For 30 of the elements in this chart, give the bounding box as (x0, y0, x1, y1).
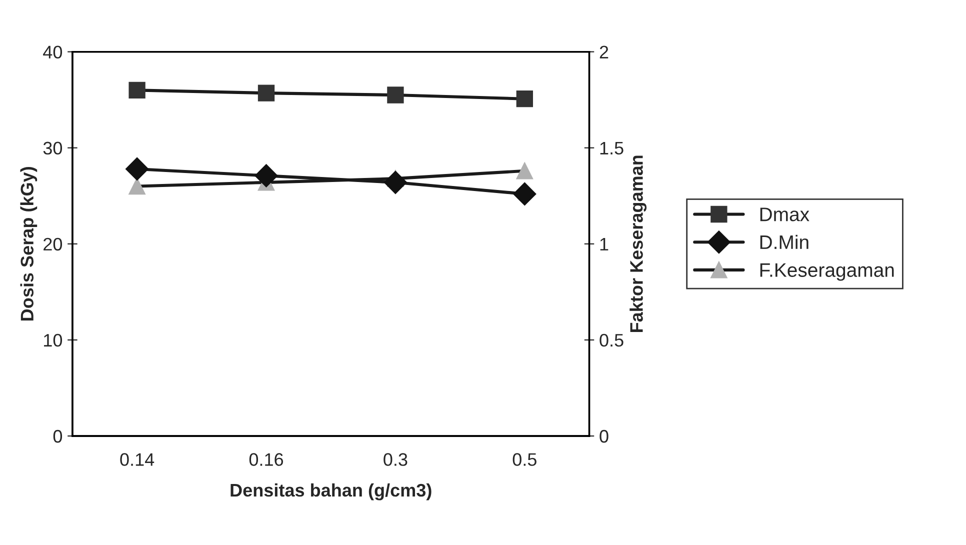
legend-label: F.Keseragaman (760, 263, 894, 281)
y-tick-label: 30 (43, 142, 62, 155)
x-axis-title: Densitas bahan (g/cm3) (230, 483, 432, 500)
y-tick-label: 40 (43, 46, 62, 58)
y2-tick-label: 2 (600, 46, 608, 58)
point (513, 182, 536, 206)
y2-tick-label: 0.5 (600, 334, 624, 347)
point (258, 84, 275, 102)
x-tick-label: 0.14 (120, 453, 154, 466)
point (516, 162, 533, 180)
x-tick-label: 0.16 (249, 453, 284, 466)
y2-axis-title: Faktor Keseragaman (630, 156, 647, 332)
y-tick-label: 20 (44, 238, 62, 251)
point (384, 170, 407, 194)
y2-tick-label: 1.5 (600, 142, 624, 155)
y-tick-label: 10 (44, 334, 62, 347)
y-tick-label: 0 (53, 430, 62, 443)
y-axis-title: Dosis Serap (kGy) (20, 167, 38, 320)
x-tick-label: 0.5 (512, 453, 536, 466)
point (516, 90, 533, 108)
y2-tick-label: 1 (600, 238, 608, 250)
point (254, 164, 278, 188)
legend-label: Dmax (760, 208, 810, 222)
point (128, 82, 146, 99)
legend-label: D.Min (760, 234, 808, 249)
point (126, 157, 149, 180)
point (387, 86, 404, 104)
point (128, 178, 146, 195)
y2-tick-label: 0 (600, 430, 608, 443)
x-tick-label: 0.3 (384, 453, 408, 466)
